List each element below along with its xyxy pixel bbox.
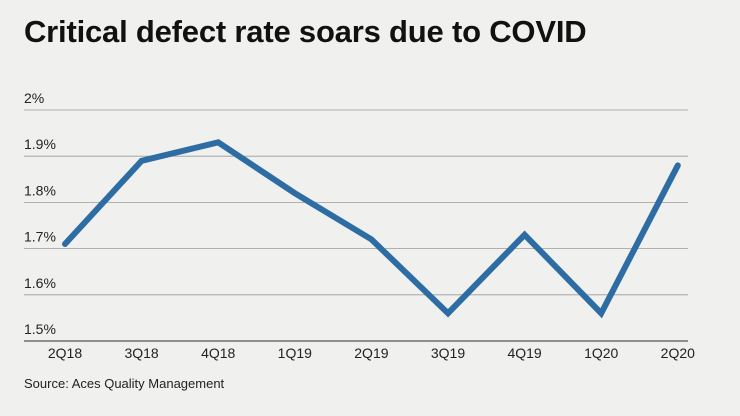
source-note: Source: Aces Quality Management	[24, 376, 225, 391]
x-tick-label: 3Q18	[124, 345, 158, 361]
x-axis-labels: 2Q18 3Q18 4Q18 1Q19 2Q19 3Q19 4Q19 1Q20 2Q20	[48, 345, 695, 361]
y-tick-label: 1.6%	[24, 275, 56, 291]
chart-title: Critical defect rate soars due to COVID	[24, 14, 587, 49]
x-tick-label: 1Q19	[278, 345, 312, 361]
x-tick-label: 3Q19	[431, 345, 465, 361]
x-tick-label: 2Q19	[354, 345, 388, 361]
series	[62, 139, 681, 319]
y-tick-label: 2%	[24, 90, 44, 106]
y-tick-label: 1.9%	[24, 136, 56, 152]
y-axis-labels: 1.5% 1.6% 1.7% 1.8% 1.9% 2%	[24, 90, 56, 337]
y-tick-label: 1.5%	[24, 321, 56, 337]
gridlines	[24, 109, 688, 342]
y-tick-label: 1.8%	[24, 182, 56, 198]
x-tick-label: 1Q20	[584, 345, 618, 361]
x-tick-label: 2Q18	[48, 345, 82, 361]
y-tick-label: 1.7%	[24, 229, 56, 245]
series-line	[62, 139, 681, 319]
x-tick-label: 4Q19	[507, 345, 541, 361]
x-tick-label: 4Q18	[201, 345, 235, 361]
x-tick-label: 2Q20	[661, 345, 695, 361]
